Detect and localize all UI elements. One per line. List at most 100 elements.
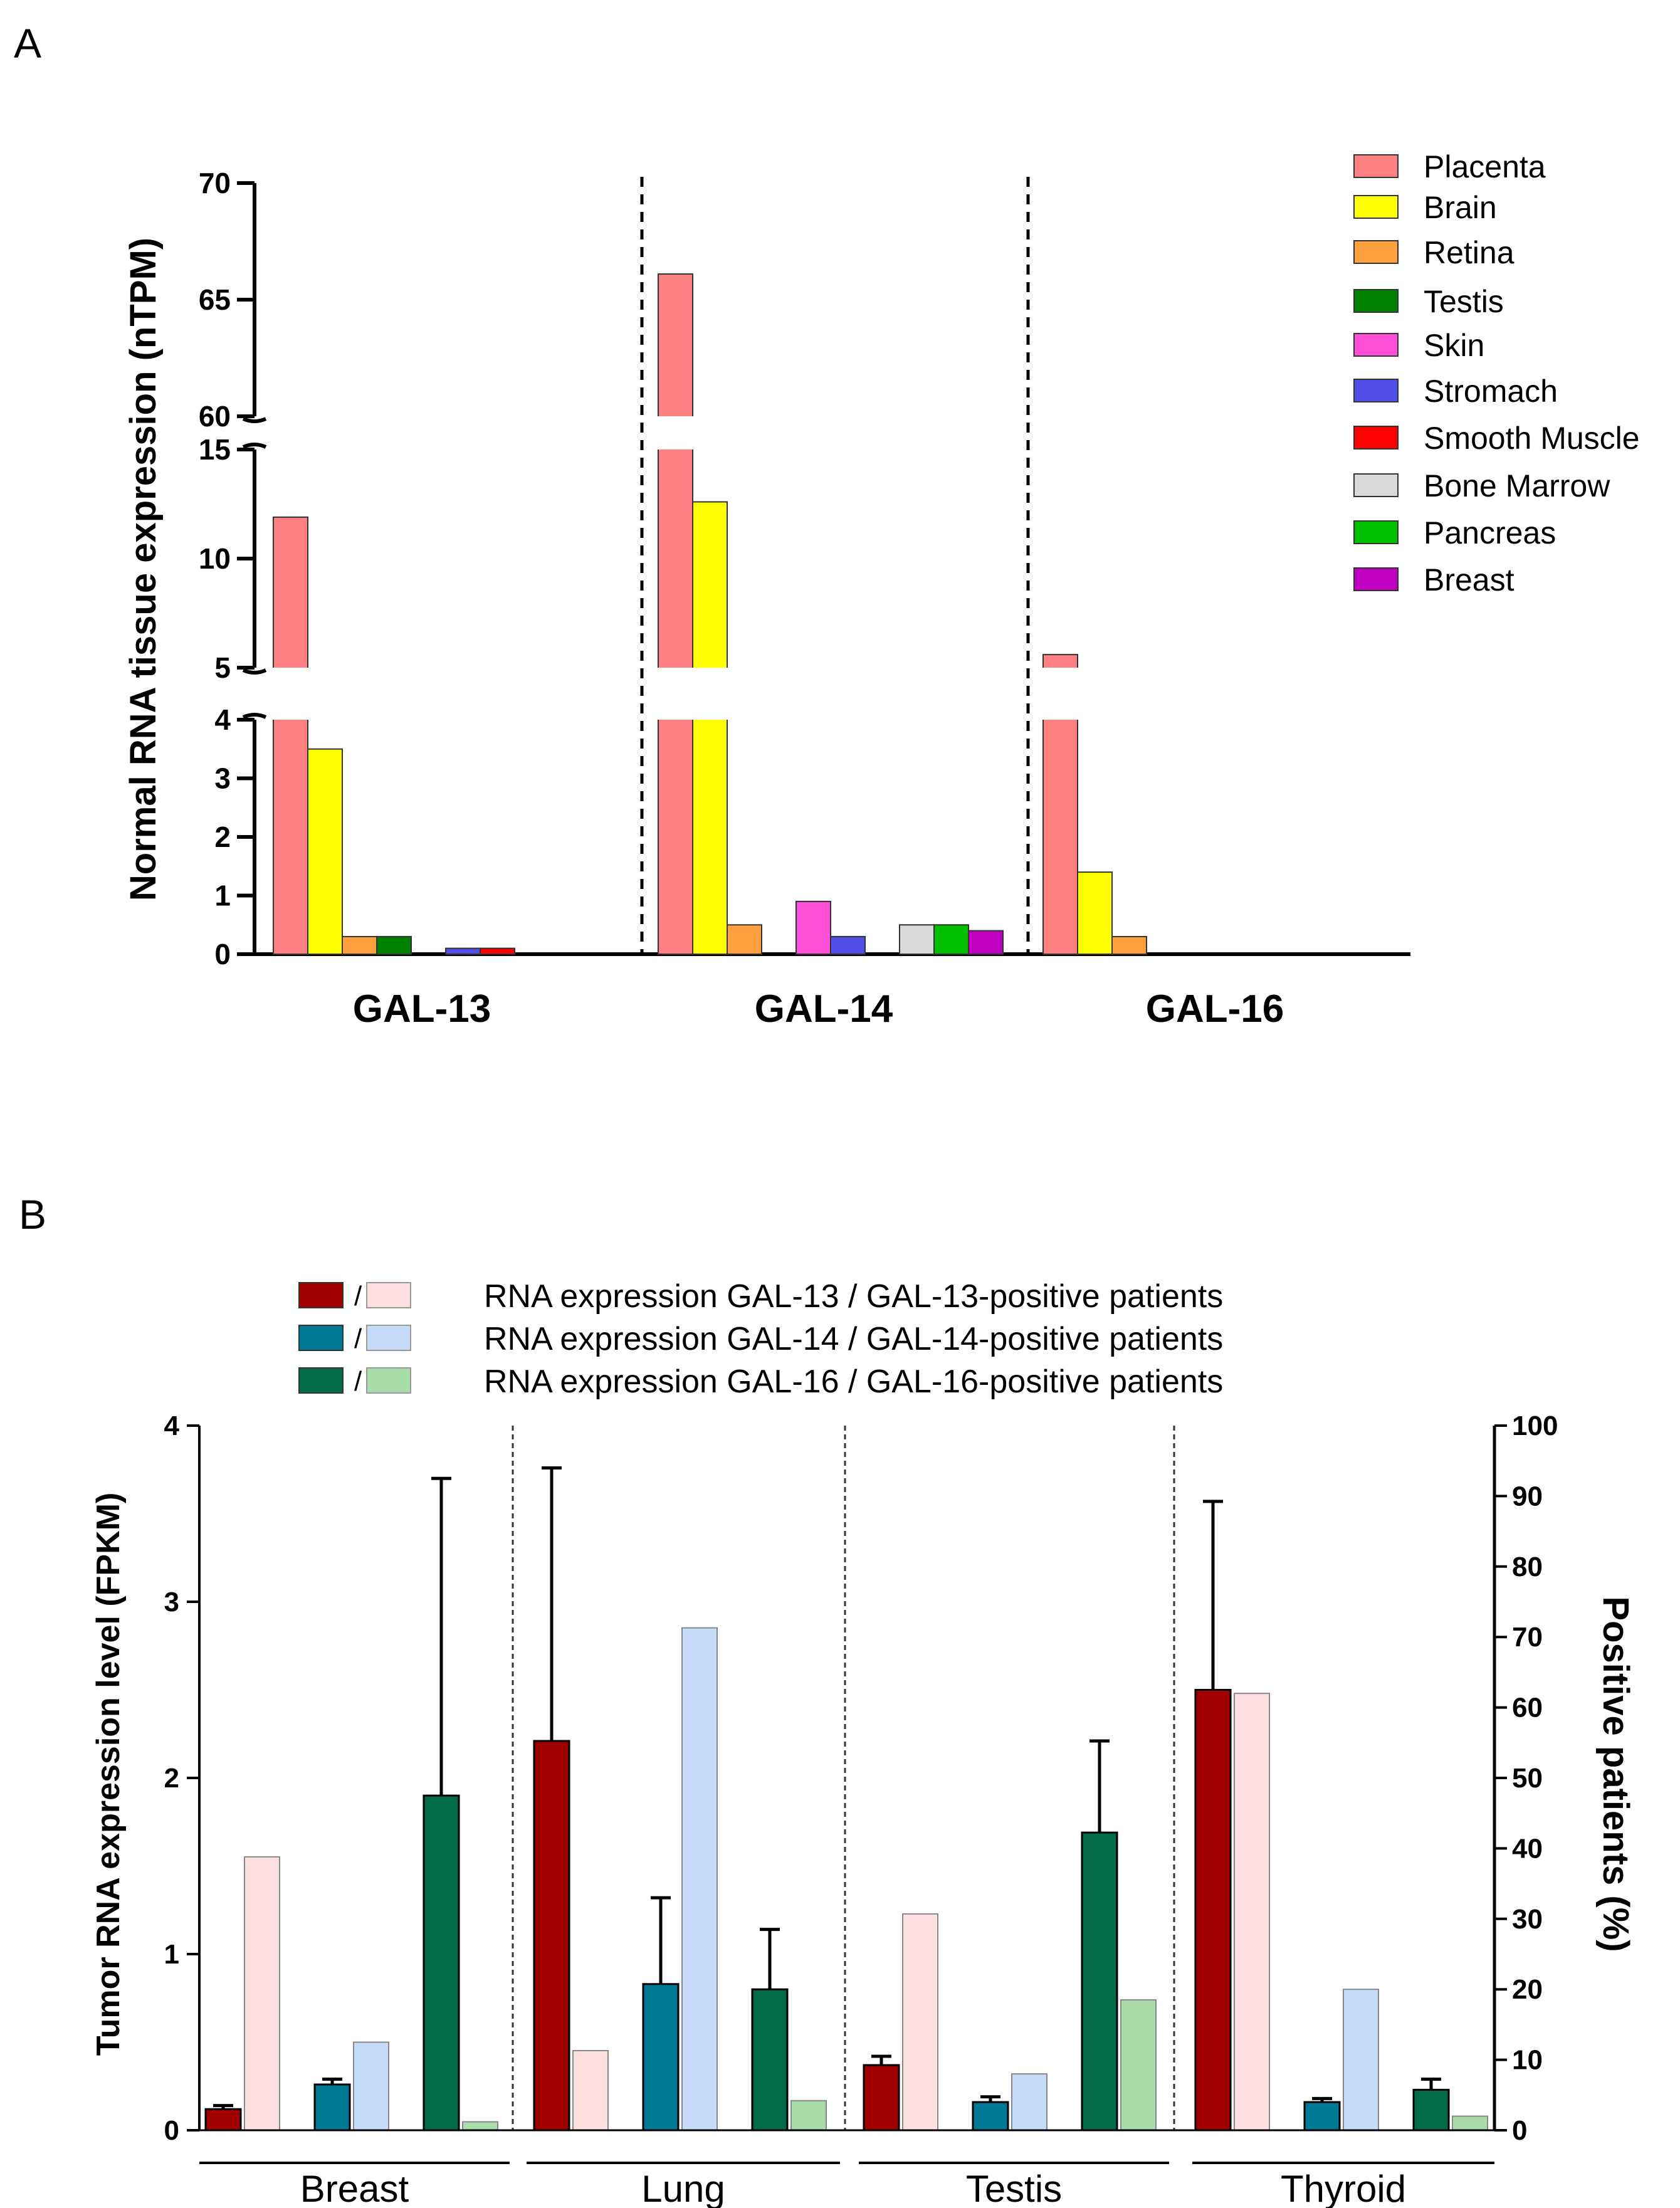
y-tick-label-right: 20: [1512, 1974, 1543, 2005]
y-tick-label: 4: [214, 703, 231, 736]
y-tick-label: 15: [199, 433, 231, 466]
bar-gal-16-brain: [1077, 871, 1113, 955]
axis-break-mark: [242, 443, 267, 449]
legend-swatch-breast: [1353, 567, 1399, 591]
y-tick-label: 0: [214, 938, 231, 970]
bar-testis-gal13-positive: [902, 1913, 938, 2131]
y-tick-label-left: 3: [164, 1587, 179, 1617]
y-tick-label: 2: [214, 821, 231, 853]
bar-gal-14-stromach: [830, 935, 866, 955]
category-label: Thyroid: [1281, 2168, 1406, 2208]
bar-gal-13-placenta: [273, 516, 308, 955]
legend-label: RNA expression GAL-14 / GAL-14-positive …: [484, 1321, 1223, 1357]
legend-swatch-positive: [366, 1367, 411, 1394]
y-tick-label: 10: [199, 542, 231, 575]
legend-swatch-skin: [1353, 333, 1399, 357]
y-axis-label-left: Tumor RNA expression level (FPKM): [90, 1493, 127, 2056]
bar-gal-13-retina: [342, 935, 377, 955]
legend-swatch-expression: [298, 1325, 344, 1351]
y-tick-label: 60: [199, 400, 231, 433]
y-tick-label-right: 80: [1512, 1552, 1543, 1582]
legend-label: Pancreas: [1424, 515, 1556, 550]
legend-label: Smooth Muscle: [1424, 421, 1640, 456]
legend-label: Testis: [1424, 284, 1504, 319]
bar-gal-14-breast: [968, 930, 1004, 955]
legend-swatch-placenta: [1353, 154, 1399, 178]
y-tick-label-right: 40: [1512, 1833, 1543, 1864]
y-tick-label: 65: [199, 283, 231, 316]
x-group-label: GAL-13: [353, 987, 491, 1031]
legend-swatch-retina: [1353, 240, 1399, 264]
y-tick-label-right: 70: [1512, 1622, 1543, 1653]
y-tick-label: 3: [214, 762, 231, 795]
bar-gal-14-brain: [692, 501, 728, 955]
category-label: Breast: [300, 2168, 409, 2208]
legend-swatch-bone-marrow: [1353, 473, 1399, 497]
bar-gal-14-skin: [795, 900, 831, 955]
y-tick-label-left: 4: [164, 1411, 180, 1441]
bar-gal-14-pancreas: [933, 924, 969, 955]
category-label: Testis: [966, 2168, 1062, 2208]
bar-lung-gal16-positive: [790, 2100, 827, 2131]
bar-breast-gal14-positive: [353, 2041, 389, 2131]
y-tick-label-right: 100: [1512, 1411, 1558, 1441]
y-tick-label-left: 1: [164, 1939, 179, 1970]
bar-lung-gal13-positive: [572, 2049, 609, 2132]
bar-testis-gal14-positive: [1011, 2073, 1047, 2132]
legend-label: Retina: [1424, 235, 1515, 270]
category-label: Lung: [641, 2168, 725, 2208]
legend-label: Skin: [1424, 328, 1484, 363]
y-axis-label-right: Positive patients (%): [1595, 1596, 1636, 1952]
y-tick-label-left: 2: [164, 1763, 179, 1794]
bar-testis-gal13-expression: [863, 2064, 900, 2132]
bar-thyroid-gal16-positive: [1452, 2115, 1488, 2132]
bar-lung-gal16-expression: [751, 1988, 789, 2132]
x-group-label: GAL-16: [1146, 987, 1284, 1031]
legend-swatch-smooth-muscle: [1353, 426, 1399, 449]
bar-gal-14-retina: [727, 924, 762, 955]
bar-breast-gal13-expression: [204, 2108, 242, 2132]
bar-lung-gal14-positive: [681, 1627, 718, 2131]
bar-gal-16-retina: [1111, 935, 1147, 955]
legend-label: Brain: [1424, 190, 1497, 225]
bar-break-gap: [1041, 668, 1079, 720]
bar-breast-gal16-positive: [462, 2121, 498, 2131]
legend-swatch-expression: [298, 1367, 344, 1394]
y-tick-label-right: 10: [1512, 2045, 1543, 2076]
axis-break-mark: [242, 668, 267, 675]
bar-thyroid-gal14-positive: [1343, 1989, 1379, 2131]
legend-label: Bone Marrow: [1424, 468, 1610, 503]
bar-break-gap: [656, 416, 695, 449]
legend-swatch-stromach: [1353, 379, 1399, 402]
bar-break-gap: [656, 668, 695, 720]
y-tick-label: 1: [214, 880, 231, 912]
bar-lung-gal14-expression: [642, 1983, 680, 2132]
axis-break-mark: [242, 713, 267, 719]
bar-breast-gal16-expression: [423, 1794, 460, 2132]
y-tick-label-right: 60: [1512, 1693, 1543, 1723]
bar-thyroid-gal14-expression: [1303, 2101, 1341, 2132]
bar-thyroid-gal13-expression: [1194, 1689, 1232, 2132]
panel-a-label: A: [14, 20, 41, 66]
legend-label: Placenta: [1424, 149, 1546, 184]
panel-b-label: B: [19, 1191, 46, 1238]
y-axis-label: Normal RNA tissue expression (nTPM): [123, 238, 164, 901]
bar-gal-13-testis: [376, 935, 412, 955]
bar-thyroid-gal16-expression: [1412, 2088, 1450, 2132]
bar-breast-gal14-expression: [313, 2083, 351, 2132]
bar-gal-13-brain: [307, 748, 343, 955]
bar-gal-14-bone-marrow: [899, 924, 935, 955]
legend-label: Breast: [1424, 562, 1515, 597]
bar-testis-gal14-expression: [972, 2101, 1009, 2132]
bar-testis-gal16-positive: [1120, 1999, 1157, 2132]
bar-break-gap: [691, 668, 729, 720]
y-tick-label-right: 90: [1512, 1481, 1543, 1511]
y-tick-label: 5: [214, 651, 231, 684]
bar-gal-13-stromach: [445, 947, 481, 955]
legend-label: RNA expression GAL-13 / GAL-13-positive …: [484, 1278, 1223, 1315]
legend-separator: /: [354, 1366, 362, 1397]
y-tick-label-right: 30: [1512, 1904, 1543, 1935]
x-group-label: GAL-14: [755, 987, 893, 1031]
